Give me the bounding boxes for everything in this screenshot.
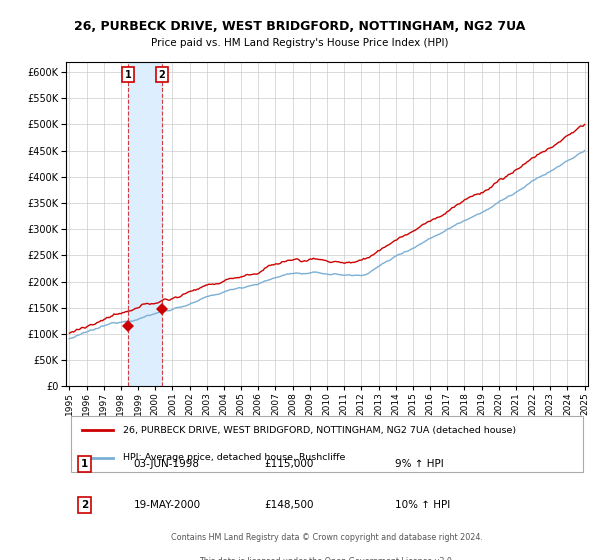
FancyBboxPatch shape	[71, 416, 583, 473]
Bar	[128, 62, 162, 386]
Text: 03-JUN-1998: 03-JUN-1998	[134, 459, 200, 469]
Text: 2: 2	[158, 69, 165, 80]
Text: 10% ↑ HPI: 10% ↑ HPI	[395, 500, 450, 510]
Text: This data is licensed under the Open Government Licence v3.0.: This data is licensed under the Open Gov…	[199, 557, 455, 560]
Text: £148,500: £148,500	[265, 500, 314, 510]
Text: 26, PURBECK DRIVE, WEST BRIDGFORD, NOTTINGHAM, NG2 7UA: 26, PURBECK DRIVE, WEST BRIDGFORD, NOTTI…	[74, 20, 526, 32]
Text: Price paid vs. HM Land Registry's House Price Index (HPI): Price paid vs. HM Land Registry's House …	[151, 38, 449, 48]
Text: 1: 1	[125, 69, 131, 80]
Text: 2: 2	[80, 500, 88, 510]
Text: 1: 1	[80, 459, 88, 469]
Text: 9% ↑ HPI: 9% ↑ HPI	[395, 459, 443, 469]
Text: 19-MAY-2000: 19-MAY-2000	[134, 500, 201, 510]
Text: £115,000: £115,000	[265, 459, 314, 469]
Text: HPI: Average price, detached house, Rushcliffe: HPI: Average price, detached house, Rush…	[124, 454, 346, 463]
Text: 26, PURBECK DRIVE, WEST BRIDGFORD, NOTTINGHAM, NG2 7UA (detached house): 26, PURBECK DRIVE, WEST BRIDGFORD, NOTTI…	[124, 426, 517, 435]
Text: Contains HM Land Registry data © Crown copyright and database right 2024.: Contains HM Land Registry data © Crown c…	[171, 533, 483, 542]
